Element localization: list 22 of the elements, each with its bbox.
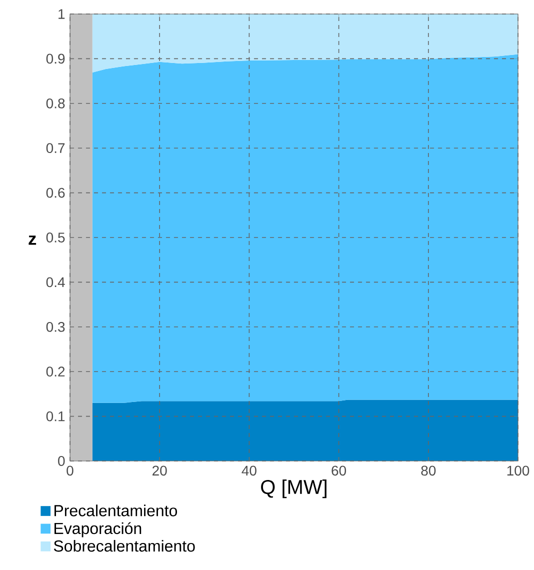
x-tick-label: 40 [242, 466, 256, 476]
x-tick-label: 60 [332, 466, 346, 476]
y-tick-label: 0.9 [46, 54, 65, 64]
y-tick-label: 0.4 [46, 277, 65, 288]
x-tick-label: 100 [507, 466, 530, 476]
y-tick-label: 0.2 [46, 366, 65, 377]
legend-label: Evaporación [54, 522, 142, 538]
y-tick-label: 0.1 [46, 411, 65, 422]
y-axis-title: z [28, 236, 36, 245]
legend-label: Sobrecalentamiento [54, 540, 195, 552]
y-tick-label: 0.6 [46, 188, 65, 198]
y-tick-label: 0.8 [46, 98, 65, 108]
y-tick-label: 0 [58, 456, 65, 466]
y-tick-label: 0.3 [46, 322, 65, 332]
x-tick-label: 20 [152, 466, 167, 476]
y-tick-label: 1 [58, 9, 65, 19]
x-tick-label: 80 [421, 466, 436, 476]
x-axis-title: Q [MW] [261, 479, 326, 498]
legend-label: Precalentamiento [54, 504, 178, 516]
x-tick-label: 0 [66, 466, 74, 476]
y-tick-label: 0.7 [46, 143, 65, 154]
y-tick-label: 0.5 [46, 232, 65, 242]
